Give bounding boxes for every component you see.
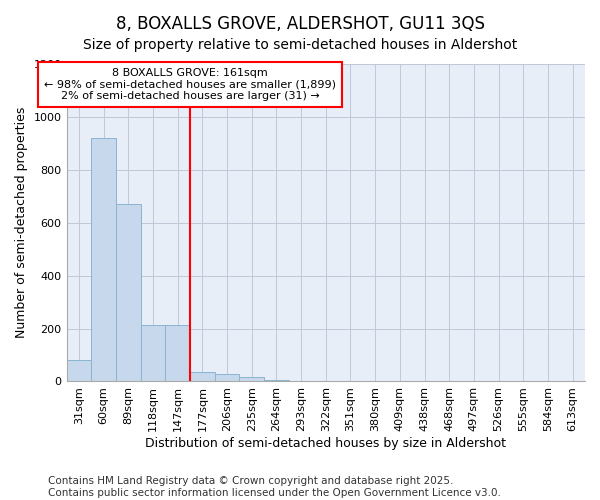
Bar: [116, 204, 140, 382]
Bar: [264, 380, 289, 382]
Text: 8 BOXALLS GROVE: 161sqm
← 98% of semi-detached houses are smaller (1,899)
2% of : 8 BOXALLS GROVE: 161sqm ← 98% of semi-de…: [44, 68, 336, 101]
Text: Contains HM Land Registry data © Crown copyright and database right 2025.
Contai: Contains HM Land Registry data © Crown c…: [48, 476, 501, 498]
Bar: [165, 324, 190, 382]
X-axis label: Distribution of semi-detached houses by size in Aldershot: Distribution of semi-detached houses by …: [145, 437, 506, 450]
Bar: [215, 374, 239, 382]
Text: Size of property relative to semi-detached houses in Aldershot: Size of property relative to semi-detach…: [83, 38, 517, 52]
Bar: [67, 360, 91, 382]
Bar: [140, 324, 165, 382]
Bar: [239, 378, 264, 382]
Text: 8, BOXALLS GROVE, ALDERSHOT, GU11 3QS: 8, BOXALLS GROVE, ALDERSHOT, GU11 3QS: [115, 15, 485, 33]
Bar: [91, 138, 116, 382]
Bar: [190, 372, 215, 382]
Y-axis label: Number of semi-detached properties: Number of semi-detached properties: [15, 107, 28, 338]
